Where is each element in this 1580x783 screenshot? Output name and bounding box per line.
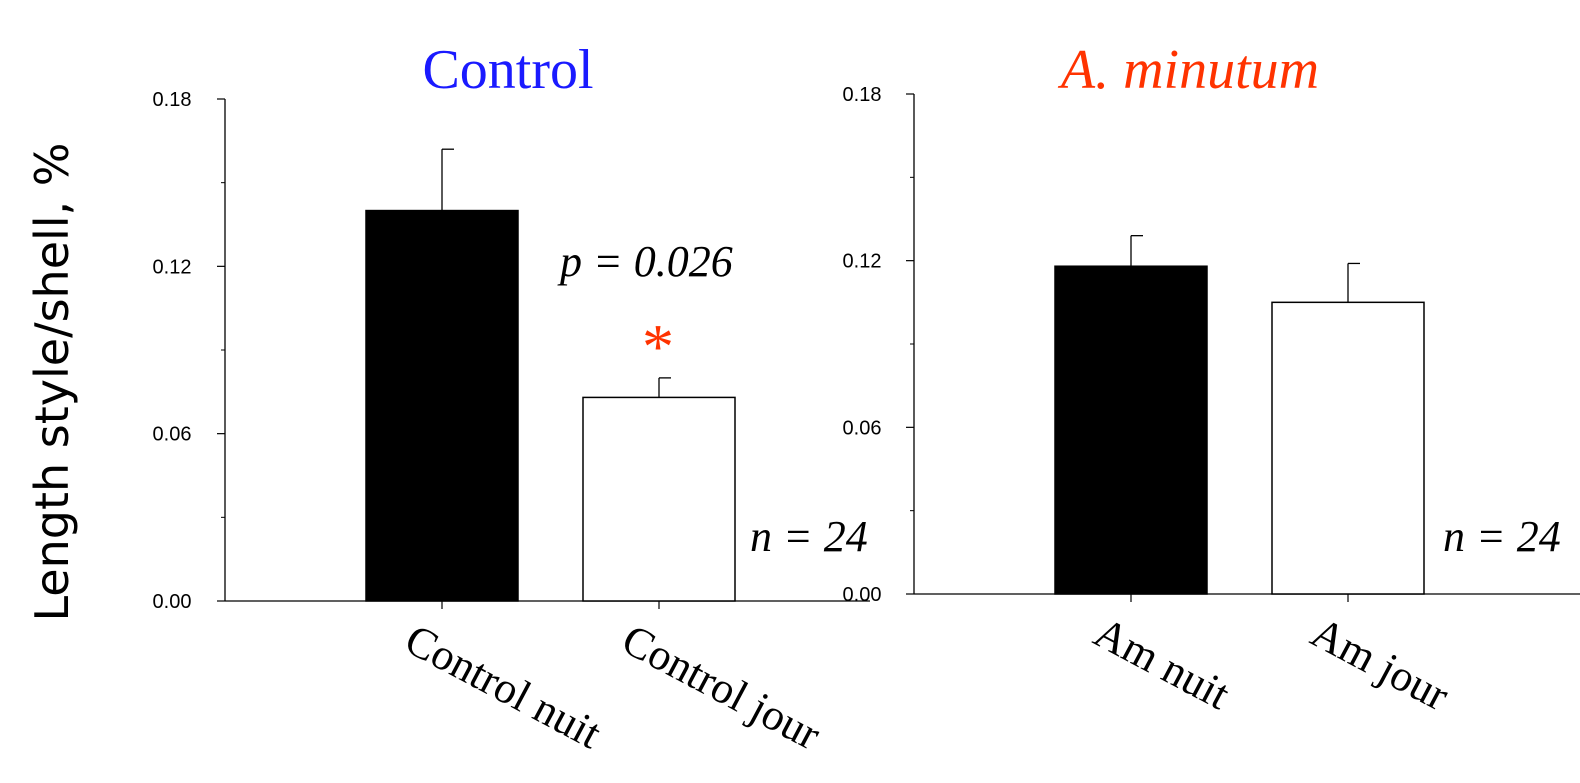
bar [582,396,736,602]
y-tick-label: 0.06 [153,424,192,446]
category-label: Control nuit [397,615,609,759]
category-label: Am jour [1303,608,1457,721]
y-tick-label: 0.18 [153,89,192,111]
chart-title-control: Control [422,39,593,101]
y-tick-label: 0.12 [153,256,192,278]
bar [1054,265,1208,595]
n-annotation-a-minutum: n = 24 [1443,512,1561,561]
y-axis-label: Length style/shell, % [25,142,79,621]
y-tick-label: 0.18 [843,84,882,106]
bar [365,209,519,602]
bar [1271,301,1425,595]
y-tick-label: 0.12 [843,251,882,273]
chart-title-a-minutum: A. minutum [1057,39,1319,101]
y-tick-label: 0.00 [843,584,882,606]
y-tick-label: 0.00 [153,591,192,613]
category-label: Am nuit [1086,608,1237,720]
control-panel: 0.00 0.06 0.12 0.18 Control nuit Control jour [153,89,870,760]
n-annotation-control: n = 24 [750,512,868,561]
y-tick-label: 0.06 [843,417,882,439]
p-value-annotation: p = 0.026 [557,237,733,286]
category-label: Control jour [614,615,828,760]
a-minutum-panel: 0.00 0.06 0.12 0.18 Am nuit Am jour [843,84,1580,720]
significance-asterisk: * [642,311,674,382]
